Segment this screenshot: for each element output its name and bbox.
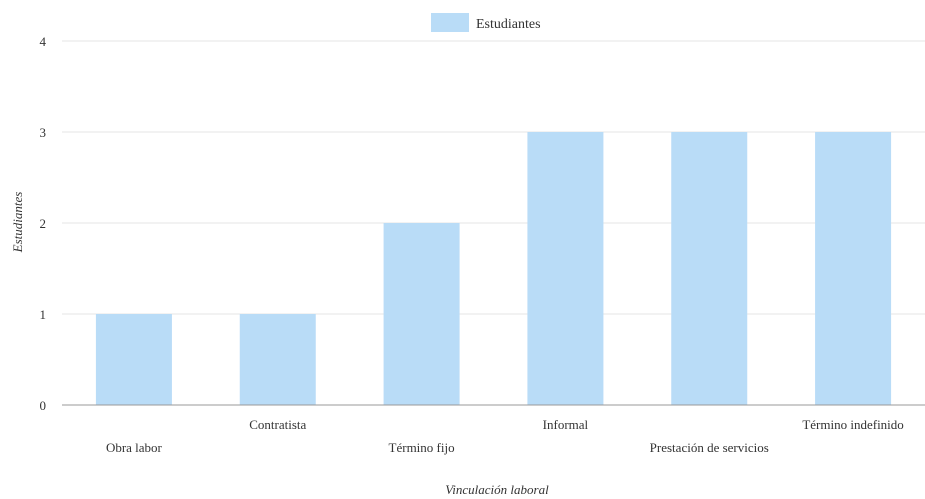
legend-swatch[interactable] xyxy=(431,13,469,32)
x-tick-label: Prestación de servicios xyxy=(650,440,769,455)
y-tick-label: 2 xyxy=(40,216,47,231)
x-tick-labels: Obra labor Contratista Término fijo Informa… xyxy=(106,417,904,455)
bar[interactable] xyxy=(671,132,748,405)
y-tick-labels: 0 1 2 3 4 xyxy=(40,34,47,413)
y-tick-label: 0 xyxy=(40,398,47,413)
x-tick-label: Término fijo xyxy=(389,440,455,455)
y-tick-label: 1 xyxy=(40,307,47,322)
bar[interactable] xyxy=(95,314,172,405)
x-tick-label: Obra labor xyxy=(106,440,163,455)
bar[interactable] xyxy=(383,223,460,405)
legend[interactable]: Estudiantes xyxy=(431,13,541,32)
x-tick-label: Término indefinido xyxy=(802,417,903,432)
y-tick-label: 4 xyxy=(40,34,47,49)
bars xyxy=(95,132,892,405)
bar[interactable] xyxy=(239,314,316,405)
x-tick-label: Contratista xyxy=(249,417,306,432)
legend-label[interactable]: Estudiantes xyxy=(476,17,541,32)
y-axis-title: Estudiantes xyxy=(10,192,25,254)
x-tick-label: Informal xyxy=(543,417,589,432)
grid-lines xyxy=(62,40,925,315)
bar[interactable] xyxy=(815,132,892,405)
bar[interactable] xyxy=(527,132,604,405)
x-axis-title: Vinculación laboral xyxy=(445,482,549,497)
y-tick-label: 3 xyxy=(40,125,47,140)
